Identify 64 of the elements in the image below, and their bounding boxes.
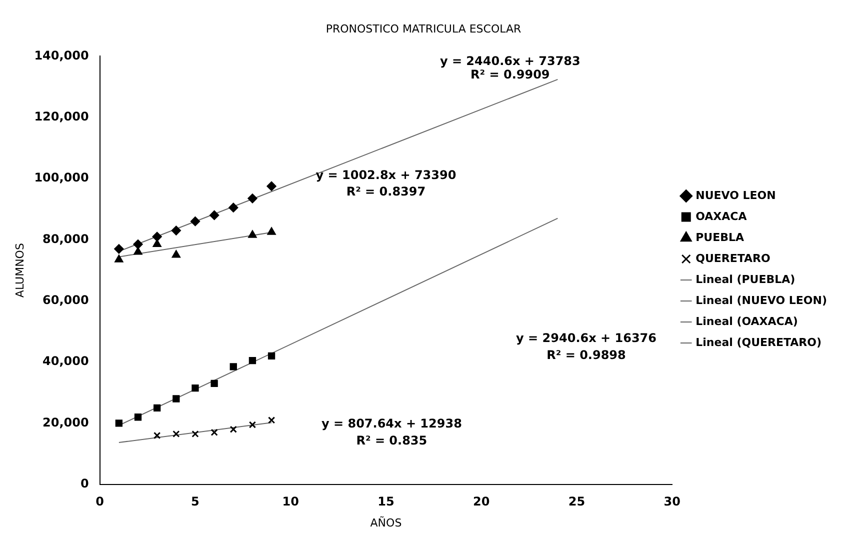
point xyxy=(115,420,123,427)
x-tick-label: 25 xyxy=(568,494,586,509)
x-tick-label: 10 xyxy=(282,494,299,509)
legend-label: PUEBLA xyxy=(696,230,745,244)
x-tick-label: 30 xyxy=(664,494,680,509)
legend-label: NUEVO LEON xyxy=(696,188,776,202)
point xyxy=(133,240,143,250)
point xyxy=(152,232,162,242)
point xyxy=(134,247,142,255)
point xyxy=(267,227,276,235)
annotation: R² = 0.835 xyxy=(356,434,428,448)
legend-label: Lineal (NUEVO LEON) xyxy=(696,294,828,307)
annotation: R² = 0.9898 xyxy=(546,348,626,362)
x-tick-label: 20 xyxy=(473,494,490,509)
y-tick-label: 80,000 xyxy=(42,232,89,246)
point xyxy=(210,210,220,220)
y-tick-label: 140,000 xyxy=(34,48,89,62)
point xyxy=(192,384,199,392)
y-tick-label: 60,000 xyxy=(42,293,89,308)
point xyxy=(154,404,161,412)
point xyxy=(172,250,180,258)
y-tick-label: 0 xyxy=(80,476,89,491)
point xyxy=(114,244,124,254)
point xyxy=(266,181,276,191)
point xyxy=(248,421,256,428)
legend-label: Lineal (OAXACA) xyxy=(696,314,798,328)
x-tick-label: 5 xyxy=(191,494,200,509)
chart-title: PRONOSTICO MATRICULA ESCOLAR xyxy=(326,22,522,36)
point xyxy=(248,194,258,204)
point xyxy=(171,226,181,236)
point xyxy=(172,395,180,402)
annotation: R² = 0.8397 xyxy=(346,184,426,198)
legend-label: OAXACA xyxy=(696,210,748,223)
annotation: y = 807.64x + 12938 xyxy=(321,416,462,431)
point xyxy=(210,380,218,388)
point xyxy=(248,230,257,238)
point xyxy=(230,426,237,433)
point xyxy=(228,202,238,212)
y-tick-label: 40,000 xyxy=(42,354,89,368)
point xyxy=(152,240,162,248)
y-tick-label: 100,000 xyxy=(34,170,89,185)
point xyxy=(268,416,276,424)
point xyxy=(210,428,218,436)
annotation: R² = 0.9909 xyxy=(470,68,550,82)
y-tick-label: 120,000 xyxy=(34,109,89,124)
annotation: y = 2940.6x + 16376 xyxy=(516,330,656,345)
point xyxy=(190,216,200,226)
point xyxy=(192,430,199,438)
legend-label: QUERETARO xyxy=(696,252,770,265)
annotation: y = 2440.6x + 73783 xyxy=(440,54,580,68)
x-tick-label: 0 xyxy=(96,494,104,509)
legend-label: Lineal (QUERETARO) xyxy=(696,336,822,349)
x-tick-label: 15 xyxy=(378,494,394,509)
x-axis-title: AÑOS xyxy=(370,515,402,530)
point xyxy=(134,414,142,421)
y-axis-title: ALUMNOS xyxy=(13,243,26,298)
legend-label: Lineal (PUEBLA) xyxy=(696,272,796,286)
point xyxy=(230,363,237,370)
point xyxy=(114,254,124,262)
point xyxy=(154,432,161,440)
point xyxy=(268,352,276,360)
point xyxy=(248,356,256,364)
y-tick-label: 20,000 xyxy=(42,415,89,430)
point xyxy=(172,430,180,438)
